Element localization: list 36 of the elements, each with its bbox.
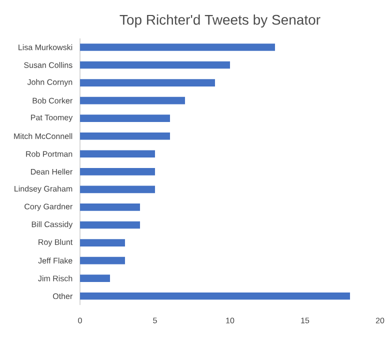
- y-tick-label: Roy Blunt: [38, 239, 73, 247]
- y-tick-label: Pat Toomey: [31, 114, 73, 122]
- y-tick-label: Mitch McConnell: [14, 133, 72, 140]
- y-tick-label: Cory Gardner: [24, 203, 72, 211]
- x-tick-label: 15: [301, 318, 310, 324]
- bar: [80, 274, 110, 282]
- x-tick-label: 5: [153, 318, 157, 324]
- y-tick-label: Bob Corker: [32, 98, 72, 104]
- bar: [80, 221, 140, 229]
- bar: [80, 239, 125, 246]
- bar: [80, 114, 170, 122]
- y-tick-label: Dean Heller: [31, 168, 72, 175]
- y-tick-label: Rob Portman: [26, 150, 72, 157]
- bar: [80, 61, 230, 69]
- bar: [80, 256, 125, 264]
- bar: [80, 204, 140, 211]
- bar: [80, 186, 156, 194]
- bar: [80, 132, 170, 140]
- bar: [80, 168, 156, 176]
- bar: [80, 292, 350, 300]
- bar: [80, 44, 275, 51]
- x-tick-label: 20: [376, 318, 384, 324]
- bar: [80, 96, 186, 104]
- y-tick-label: Jim Risch: [38, 275, 72, 282]
- y-tick-label: Lindsey Graham: [14, 186, 72, 194]
- y-tick-label: John Cornyn: [27, 79, 72, 87]
- x-tick-label: 10: [226, 318, 234, 324]
- y-tick-label: Lisa Murkowski: [18, 44, 72, 50]
- y-tick-label: Bill Cassidy: [32, 221, 73, 229]
- y-tick-label: Other: [52, 293, 72, 300]
- y-tick-label: Susan Collins: [24, 62, 72, 68]
- y-tick-label: Jeff Flake: [38, 258, 72, 264]
- x-tick-label: 0: [78, 318, 82, 324]
- bar: [80, 150, 156, 158]
- chart-title: Top Richter'd Tweets by Senator: [120, 14, 320, 28]
- bar: [80, 79, 215, 86]
